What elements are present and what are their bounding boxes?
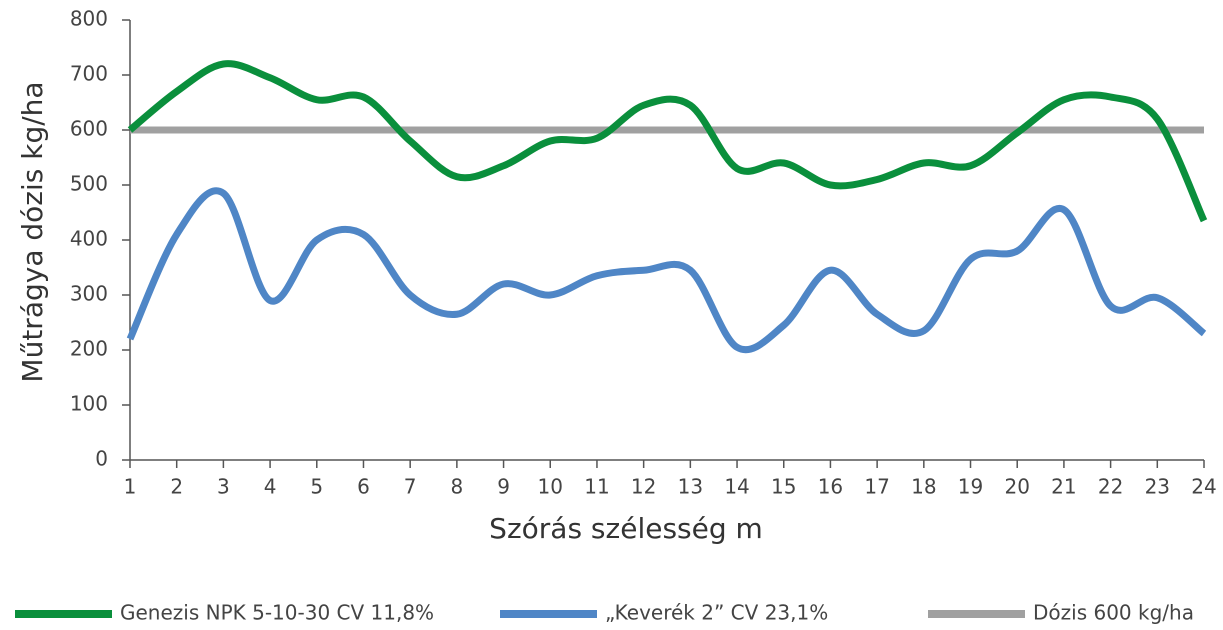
y-tick-label: 400 xyxy=(70,227,108,251)
y-tick-label: 100 xyxy=(70,392,108,416)
x-tick-label: 24 xyxy=(1191,475,1216,499)
x-tick-label: 10 xyxy=(538,475,563,499)
y-tick-label: 800 xyxy=(70,7,108,31)
series-line xyxy=(127,60,1208,223)
y-tick-label: 600 xyxy=(70,117,108,141)
x-tick-label: 23 xyxy=(1145,475,1170,499)
x-tick-label: 16 xyxy=(818,475,843,499)
x-axis-title: Szórás szélesség m xyxy=(489,512,763,545)
x-tick-label: 13 xyxy=(678,475,703,499)
x-tick-label: 18 xyxy=(911,475,936,499)
x-tick-label: 11 xyxy=(584,475,609,499)
legend-text: Dózis 600 kg/ha xyxy=(1033,601,1194,625)
x-tick-label: 5 xyxy=(310,475,323,499)
x-tick-label: 12 xyxy=(631,475,656,499)
x-tick-label: 15 xyxy=(771,475,796,499)
x-tick-label: 21 xyxy=(1051,475,1076,499)
x-tick-label: 22 xyxy=(1098,475,1123,499)
x-tick-label: 17 xyxy=(864,475,889,499)
y-tick-label: 0 xyxy=(95,447,108,471)
y-tick-label: 700 xyxy=(70,62,108,86)
legend-text: Genezis NPK 5-10-30 CV 11,8% xyxy=(120,601,434,625)
y-tick-label: 200 xyxy=(70,337,108,361)
x-tick-label: 2 xyxy=(170,475,183,499)
x-tick-label: 14 xyxy=(724,475,749,499)
legend-text: „Keverék 2” CV 23,1% xyxy=(605,601,828,625)
x-tick-label: 6 xyxy=(357,475,370,499)
x-tick-label: 1 xyxy=(124,475,137,499)
x-tick-label: 7 xyxy=(404,475,417,499)
y-axis-title: Műtrágya dózis kg/ha xyxy=(16,81,49,382)
x-tick-label: 3 xyxy=(217,475,230,499)
x-tick-label: 4 xyxy=(264,475,277,499)
x-tick-label: 8 xyxy=(451,475,464,499)
x-tick-label: 19 xyxy=(958,475,983,499)
series-line xyxy=(126,187,1207,353)
y-tick-label: 300 xyxy=(70,282,108,306)
y-tick-label: 500 xyxy=(70,172,108,196)
x-tick-label: 20 xyxy=(1004,475,1029,499)
x-tick-label: 9 xyxy=(497,475,510,499)
